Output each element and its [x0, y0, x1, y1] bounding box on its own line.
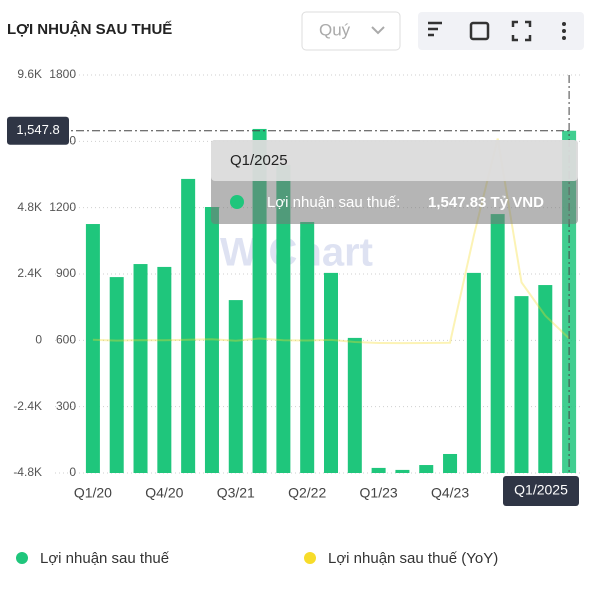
y-tick-label: 1800	[49, 67, 76, 81]
tooltip-label: Lợi nhuận sau thuế:	[267, 194, 400, 211]
tooltip-swatch	[230, 195, 244, 209]
legend-swatch	[304, 552, 316, 564]
bar	[157, 266, 172, 473]
tooltip-header	[211, 140, 578, 181]
legend-label: Lợi nhuận sau thuế (YoY)	[328, 550, 498, 567]
y2-tick-label: 9.6K	[17, 67, 42, 81]
crosshair-x-box	[503, 476, 579, 506]
x-tick-label: Q1/20	[74, 485, 112, 501]
bar	[181, 178, 196, 473]
dropdown-text[interactable]: Quý	[319, 20, 351, 39]
tooltip-value: 1,547.83 Tỷ VND	[428, 194, 544, 211]
y2-tick-label: -4.8K	[13, 465, 42, 479]
bar	[419, 465, 434, 473]
plot: 0300600900120015001800-4.8K-2.4K02.4K4.8…	[7, 67, 582, 567]
watermark: WiChart	[220, 231, 373, 275]
y-tick-label: 900	[56, 266, 76, 280]
chart-title: LỢI NHUẬN SAU THUẾ	[7, 20, 172, 38]
bar	[109, 277, 124, 473]
bar	[204, 207, 219, 473]
y-tick-label: 300	[56, 399, 76, 413]
icon-menu[interactable]	[562, 22, 566, 26]
bar	[395, 469, 410, 473]
y2-tick-label: 0	[35, 333, 42, 347]
bar	[276, 164, 291, 473]
bar	[466, 272, 481, 473]
icon-settings[interactable]	[428, 21, 442, 37]
y-tick-label: 1200	[49, 200, 76, 214]
x-tick-label: Q1/23	[360, 485, 398, 501]
x-tick-label: Q3/21	[217, 485, 255, 501]
crosshair-y-box	[7, 116, 69, 145]
y2-tick-label: 2.4K	[17, 266, 42, 280]
tooltip-title: Q1/2025	[230, 152, 288, 169]
legend-swatch	[16, 552, 28, 564]
bar	[133, 264, 148, 473]
y2-tick-label: 4.8K	[17, 200, 42, 214]
period-dropdown[interactable]: Quý	[301, 11, 401, 51]
y-tick-label: 600	[56, 333, 76, 347]
bar	[443, 453, 458, 473]
bar	[538, 285, 553, 473]
dropdown-box[interactable]	[301, 11, 401, 51]
icon-calendar[interactable]	[469, 21, 490, 41]
bar	[514, 296, 529, 473]
bar	[347, 337, 362, 473]
y2-tick-label: -2.4K	[13, 399, 42, 413]
bar	[228, 300, 243, 473]
x-tick-label: Q4/23	[431, 485, 469, 501]
legend-label: Lợi nhuận sau thuế	[40, 550, 170, 567]
icon-fullscreen[interactable]	[511, 20, 532, 42]
x-tick-label: Q4/20	[145, 485, 183, 501]
crosshair-x-label: Q1/2025	[514, 482, 568, 498]
crosshair-y-label: 1,547.8	[16, 122, 59, 137]
bar	[324, 272, 338, 473]
toolbar-icons[interactable]	[428, 20, 566, 42]
toolbar	[418, 12, 584, 50]
bar	[490, 214, 505, 473]
y-tick-label: 0	[69, 465, 76, 479]
x-tick-label: Q2/22	[288, 485, 326, 501]
bar	[371, 467, 386, 473]
dropdown-arrow[interactable]	[371, 26, 385, 35]
bar	[85, 224, 100, 473]
bar	[300, 222, 315, 473]
